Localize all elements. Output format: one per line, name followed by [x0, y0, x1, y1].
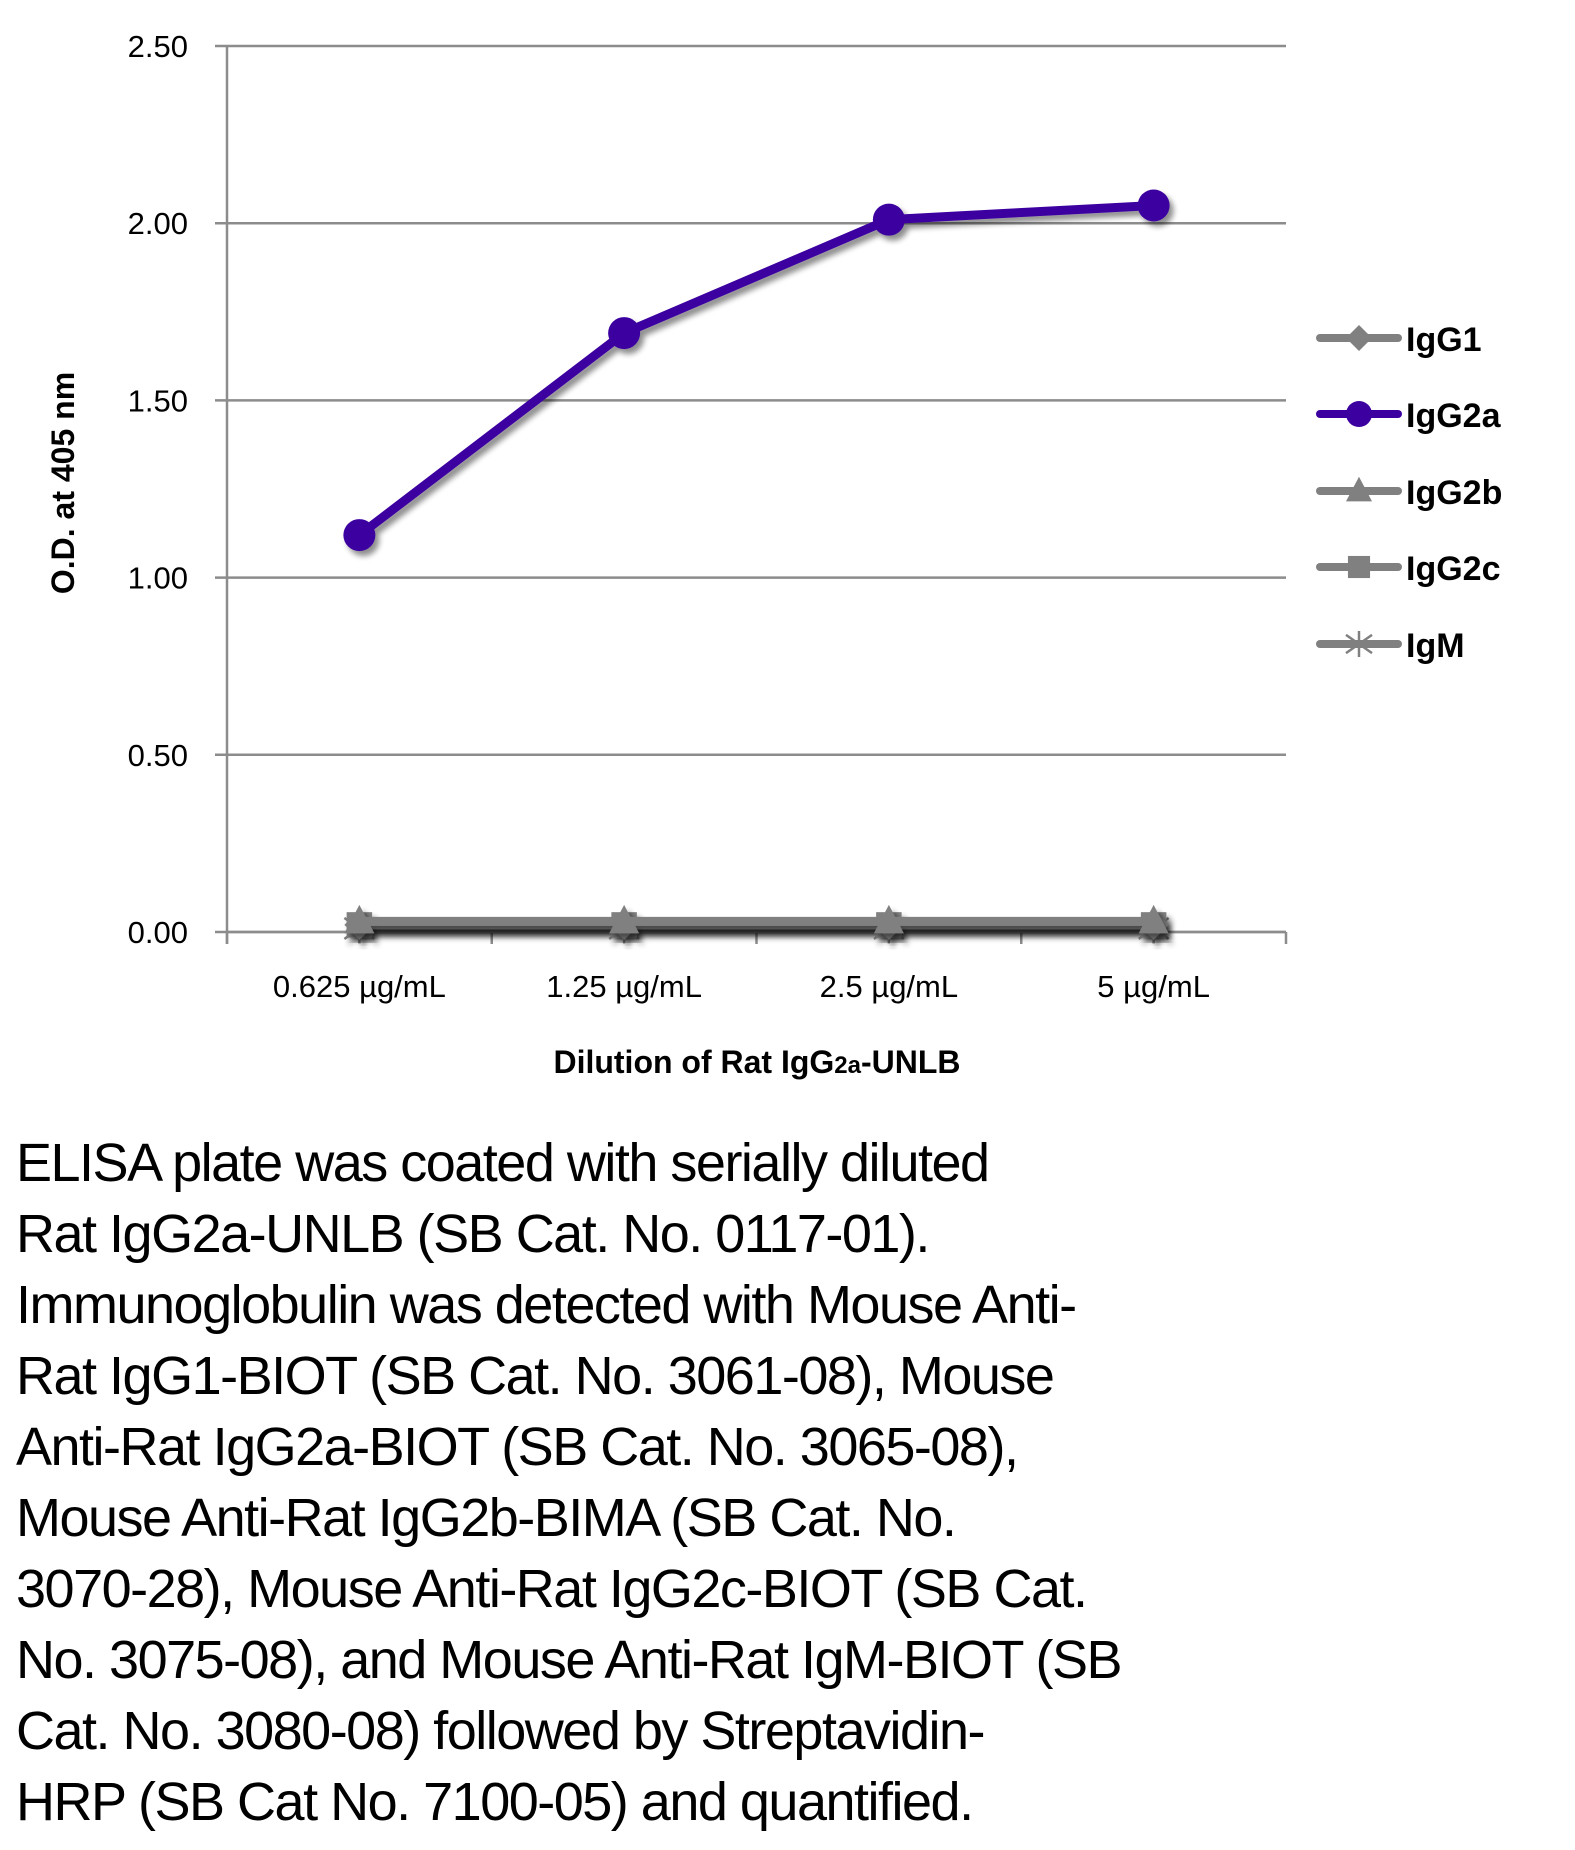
legend-marker-diamond-icon [1346, 325, 1372, 351]
legend-label: IgG2c [1406, 550, 1500, 588]
caption-line: Rat IgG2a-UNLB (SB Cat. No. 0117-01). [16, 1204, 930, 1264]
legend-label: IgG2a [1406, 397, 1502, 435]
x-tick-label: 2.5 µg/mL [820, 969, 959, 1004]
y-tick-label: 1.50 [128, 383, 188, 418]
legend-label: IgG1 [1406, 321, 1482, 359]
series-igg2a [343, 189, 1170, 552]
elisa-line-chart: 0.00 0.50 1.00 1.50 2.00 2.50 0.625 µg/mL 1.25… [45, 29, 1502, 1080]
x-axis-title-suffix: -UNLB [861, 1044, 961, 1080]
y-axis-title: O.D. at 405 nm [45, 372, 81, 594]
x-tick-label: 0.625 µg/mL [273, 969, 446, 1004]
data-point-igg2b [1138, 904, 1169, 934]
gridlines [215, 44, 1286, 934]
figure-caption: ELISA plate was coated with serially dil… [16, 1128, 1566, 1838]
y-tick-label: 0.50 [128, 738, 188, 773]
caption-line: No. 3075-08), and Mouse Anti-Rat IgM-BIO… [16, 1630, 1123, 1690]
legend-label: IgM [1406, 627, 1465, 665]
series-igg2b [344, 904, 1169, 934]
data-point-igg2a [608, 317, 641, 350]
legend: IgG1 IgG2a IgG2b IgG2c IgM [1316, 321, 1502, 665]
x-axis-title-subscript: 2a [834, 1052, 861, 1079]
legend-item-igg2b: IgG2b [1316, 474, 1502, 512]
data-point-igg2b [609, 904, 640, 934]
axes [225, 46, 1288, 944]
legend-marker-triangle-icon [1346, 476, 1372, 502]
series-line-igg2a [354, 200, 1159, 540]
legend-item-igm: IgM [1316, 627, 1465, 665]
x-tick-label: 5 µg/mL [1097, 969, 1210, 1004]
caption-line: Anti-Rat IgG2a-BIOT (SB Cat. No. 3065-08… [16, 1417, 1019, 1477]
caption-line: ELISA plate was coated with serially dil… [16, 1133, 990, 1193]
series-group [343, 189, 1170, 944]
caption-line: 3070-28), Mouse Anti-Rat IgG2c-BIOT (SB … [16, 1559, 1088, 1619]
x-axis-title-prefix: Dilution of Rat IgG [553, 1044, 834, 1080]
legend-marker-circle-icon [1346, 401, 1372, 427]
legend-item-igg2c: IgG2c [1316, 550, 1500, 588]
legend-label: IgG2b [1406, 474, 1502, 512]
data-point-igg2a [1137, 189, 1170, 222]
caption-line: Rat IgG1-BIOT (SB Cat. No. 3061-08), Mou… [16, 1346, 1055, 1406]
legend-marker-square-icon [1347, 555, 1371, 579]
legend-item-igg1: IgG1 [1316, 321, 1482, 359]
caption-line: Immunoglobulin was detected with Mouse A… [16, 1275, 1077, 1335]
caption-line: HRP (SB Cat No. 7100-05) and quantified. [16, 1772, 974, 1832]
x-tick-label: 1.25 µg/mL [546, 969, 702, 1004]
legend-marker-asterisk-icon [1345, 631, 1373, 657]
y-tick-label: 1.00 [128, 561, 188, 596]
data-point-igg2a [872, 203, 905, 236]
x-tick-labels: 0.625 µg/mL 1.25 µg/mL 2.5 µg/mL 5 µg/mL [273, 969, 1210, 1004]
legend-item-igg2a: IgG2a [1316, 397, 1502, 435]
y-tick-label: 0.00 [128, 915, 188, 950]
y-tick-label: 2.00 [128, 206, 188, 241]
data-point-igg2b [344, 904, 375, 934]
y-tick-labels: 0.00 0.50 1.00 1.50 2.00 2.50 [128, 29, 188, 950]
data-point-igg2a [343, 519, 376, 552]
y-tick-label: 2.50 [128, 29, 188, 64]
asterisk-stroke [1345, 633, 1373, 655]
caption-line: Mouse Anti-Rat IgG2b-BIMA (SB Cat. No. [16, 1488, 957, 1548]
x-axis-title: Dilution of Rat IgG2a-UNLB [553, 1044, 960, 1080]
caption-line: Cat. No. 3080-08) followed by Streptavid… [16, 1701, 986, 1761]
data-point-igg2b [873, 904, 904, 934]
